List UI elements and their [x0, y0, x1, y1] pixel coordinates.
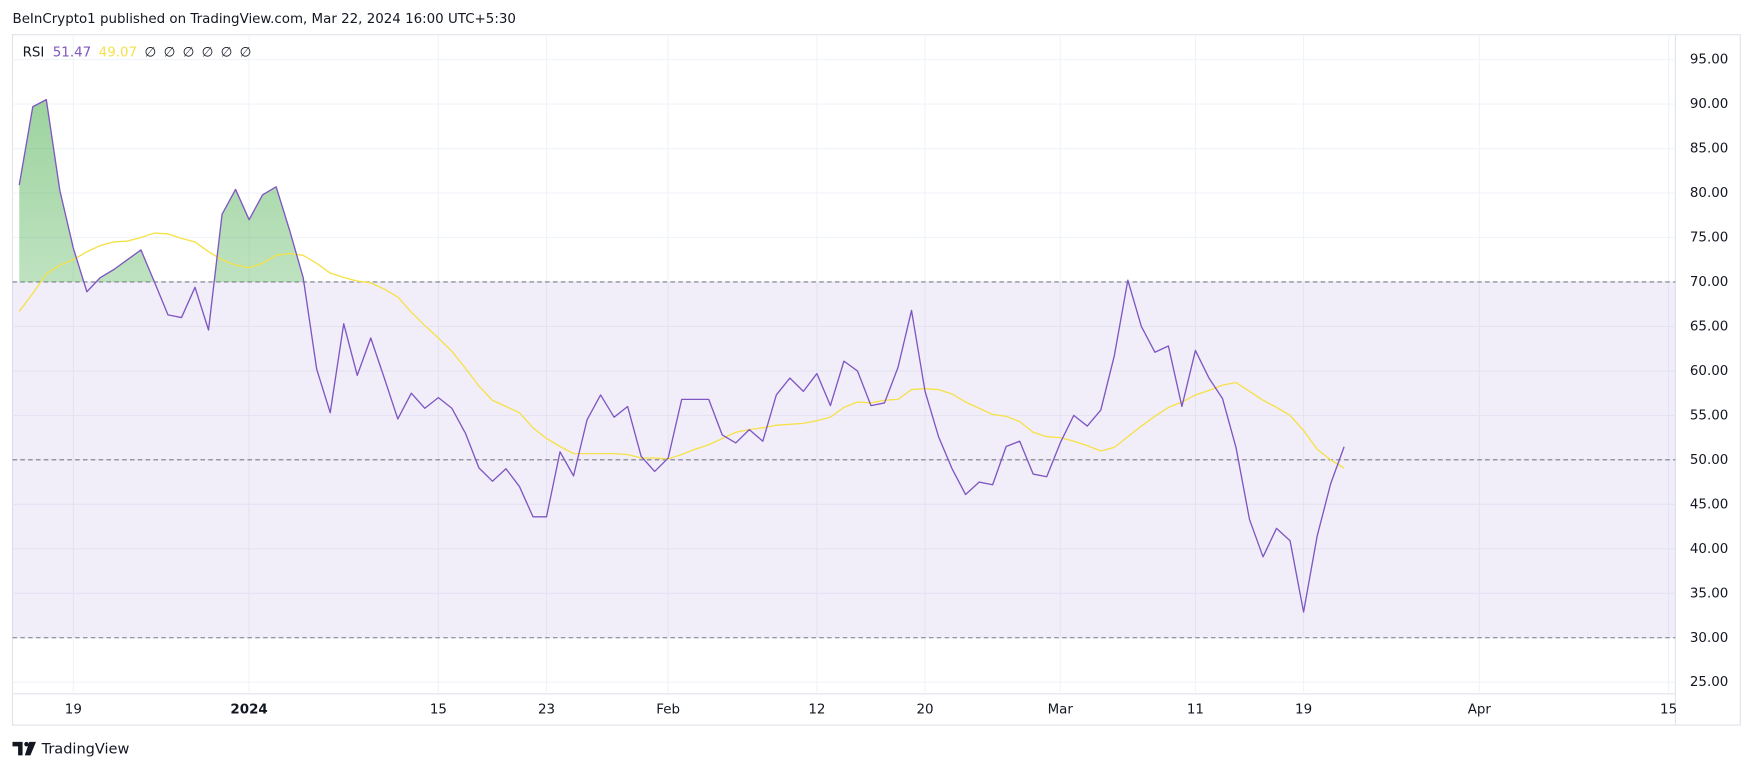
legend-placeholder: ∅	[183, 46, 195, 61]
legend-placeholder: ∅	[164, 46, 176, 61]
x-tick-label: 12	[808, 702, 825, 717]
x-tick-label: Apr	[1468, 702, 1492, 717]
x-tick-label: 11	[1187, 702, 1204, 717]
legend-readout: 51.47	[53, 46, 91, 61]
y-tick-label: 50.00	[1690, 453, 1728, 468]
y-tick-label: 30.00	[1690, 631, 1728, 646]
y-tick-label: 25.00	[1690, 675, 1728, 690]
chart-frame	[11, 34, 1741, 726]
x-tick-label: Mar	[1048, 702, 1074, 717]
legend-placeholder: ∅	[221, 46, 233, 61]
header-text: BeInCrypto1 published on TradingView.com…	[13, 12, 516, 27]
x-tick-label: 20	[917, 702, 934, 717]
x-tick-label: 15	[1660, 702, 1677, 717]
y-tick-label: 80.00	[1690, 186, 1728, 201]
y-tick-label: 70.00	[1690, 275, 1728, 290]
legend-placeholder: ∅	[145, 46, 157, 61]
y-tick-label: 35.00	[1690, 586, 1728, 601]
plot: 25.00 30.00 35.00 40.00 45.00 50.00 55.00 60.00…	[12, 34, 1728, 717]
footer-logo	[12, 741, 37, 756]
legend-readout: 49.07	[99, 46, 137, 61]
y-tick-label: 55.00	[1690, 408, 1728, 423]
x-tick-label: 15	[430, 702, 447, 717]
legend-placeholder: ∅	[202, 46, 214, 61]
y-tick-label: 90.00	[1690, 97, 1728, 112]
x-tick-label: Feb	[656, 702, 680, 717]
y-tick-label: 85.00	[1690, 142, 1728, 157]
y-tick-label: 75.00	[1690, 230, 1728, 245]
x-tick-label: 2024	[230, 702, 267, 717]
series-line	[18, 98, 1345, 613]
y-tick-label: 95.00	[1690, 53, 1728, 68]
x-tick-label: 23	[538, 702, 555, 717]
y-tick-label: 45.00	[1690, 497, 1728, 512]
series-line	[18, 232, 1345, 469]
y-tick-label: 65.00	[1690, 319, 1728, 334]
x-tick-label: 19	[1295, 702, 1312, 717]
footer-brand: TradingView	[41, 742, 130, 758]
x-tick-label: 19	[65, 702, 82, 717]
y-tick-label: 60.00	[1690, 364, 1728, 379]
legend-title: RSI	[23, 46, 45, 61]
y-tick-label: 40.00	[1690, 542, 1728, 557]
legend-placeholder: ∅	[240, 46, 252, 61]
